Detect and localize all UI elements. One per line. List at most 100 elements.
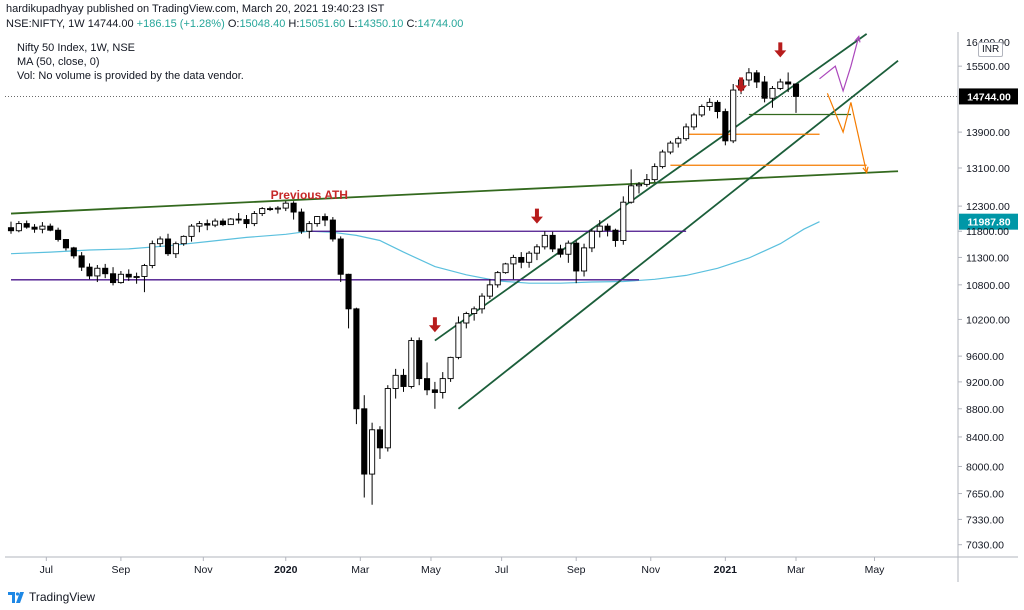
candle bbox=[329, 217, 336, 242]
candle bbox=[486, 279, 493, 300]
candle-body bbox=[23, 223, 30, 228]
candle bbox=[23, 220, 30, 229]
candle-body bbox=[345, 273, 352, 310]
candle-body bbox=[227, 218, 234, 226]
candle bbox=[282, 201, 289, 212]
currency-badge[interactable]: INR bbox=[978, 42, 1004, 57]
candle bbox=[376, 426, 384, 459]
candle-body bbox=[416, 340, 423, 380]
candle-body bbox=[565, 242, 572, 255]
candle bbox=[533, 244, 540, 261]
author-line: hardikupadhyay published on TradingView.… bbox=[6, 3, 385, 15]
red-down-arrow-icon bbox=[774, 42, 787, 58]
x-tick-label: Mar bbox=[351, 564, 370, 576]
candle-body bbox=[486, 284, 493, 297]
red-down-arrow-icon bbox=[428, 317, 441, 333]
y-tick-label: 15500.00 bbox=[966, 61, 1010, 73]
candle bbox=[463, 311, 470, 329]
y-tick-label: 10800.00 bbox=[966, 280, 1010, 292]
candle-body bbox=[172, 243, 179, 255]
candle-body bbox=[102, 267, 109, 275]
x-tick-label: Jul bbox=[40, 564, 53, 576]
y-tick-label: 7650.00 bbox=[966, 489, 1004, 501]
x-tick-label: 2020 bbox=[274, 564, 298, 576]
x-tick-label: Mar bbox=[787, 564, 806, 576]
candle bbox=[235, 213, 242, 224]
ma-label: 11987.80 bbox=[967, 217, 1010, 229]
y-tick-label: 7330.00 bbox=[966, 514, 1004, 526]
candle-body bbox=[353, 308, 360, 410]
candle-body bbox=[86, 266, 93, 277]
candle-body bbox=[70, 247, 77, 257]
candle-body bbox=[706, 101, 713, 107]
y-tick-label: 8400.00 bbox=[966, 432, 1004, 444]
candle bbox=[518, 252, 525, 269]
legend-ma[interactable]: MA (50, close, 0) bbox=[17, 56, 100, 68]
candle bbox=[345, 273, 352, 329]
candle bbox=[86, 263, 93, 280]
x-tick-label: Nov bbox=[194, 564, 213, 576]
candle-body bbox=[651, 166, 658, 181]
candle-body bbox=[290, 202, 297, 213]
candle-body bbox=[62, 239, 69, 249]
candle-body bbox=[620, 201, 627, 241]
candle bbox=[730, 83, 737, 144]
candle-body bbox=[164, 238, 172, 255]
candle-body bbox=[392, 374, 399, 389]
candle-body bbox=[604, 225, 611, 231]
legend-volume: Vol: No volume is provided by the data v… bbox=[17, 70, 244, 82]
candle bbox=[400, 368, 407, 392]
low-label: L: bbox=[348, 18, 358, 30]
candle-body bbox=[376, 429, 384, 449]
candle-body bbox=[235, 218, 242, 221]
candle-body bbox=[690, 114, 697, 128]
candle bbox=[133, 272, 140, 284]
y-tick-label: 10200.00 bbox=[966, 314, 1010, 326]
candle-body bbox=[133, 276, 140, 278]
symbol-label: NSE:NIFTY, 1W bbox=[6, 18, 85, 30]
candle-body bbox=[675, 138, 682, 144]
y-tick-label: 11800.00 bbox=[966, 226, 1009, 238]
candle bbox=[274, 206, 281, 214]
candle-body bbox=[557, 248, 564, 255]
candle-body bbox=[212, 220, 219, 226]
tradingview-logo-icon bbox=[8, 591, 24, 603]
candle-body bbox=[196, 223, 203, 227]
candle-body bbox=[471, 308, 478, 314]
candle bbox=[675, 136, 682, 148]
candle-body bbox=[588, 230, 595, 249]
high-label: H: bbox=[288, 18, 300, 30]
candle bbox=[125, 269, 132, 281]
candle bbox=[604, 223, 611, 237]
candle bbox=[777, 78, 784, 91]
candle bbox=[392, 368, 399, 399]
candle bbox=[424, 362, 431, 396]
candle-body bbox=[141, 265, 148, 277]
candle-body bbox=[785, 81, 792, 85]
chart-frame[interactable]: Previous ATH 15500.00 14744.00 13900.00 1310… bbox=[5, 32, 1018, 582]
candle-body bbox=[15, 223, 22, 232]
candle-body bbox=[157, 238, 164, 245]
candle-body bbox=[667, 142, 674, 153]
x-tick-label: May bbox=[865, 564, 886, 576]
candle bbox=[761, 76, 768, 103]
candle bbox=[471, 306, 478, 321]
candle bbox=[219, 218, 227, 227]
candle-body bbox=[518, 256, 525, 263]
candle-body bbox=[581, 247, 588, 272]
candle bbox=[667, 140, 674, 155]
x-tick-label: 2021 bbox=[714, 564, 738, 576]
candle bbox=[298, 208, 305, 234]
candle bbox=[15, 221, 22, 233]
candle bbox=[369, 422, 376, 505]
footer: TradingView bbox=[8, 588, 95, 606]
candle bbox=[157, 236, 164, 247]
candle-body bbox=[612, 229, 619, 241]
candle bbox=[149, 240, 156, 269]
price-chart[interactable]: Previous ATH 15500.00 14744.00 13900.00 1310… bbox=[5, 32, 1018, 582]
candle bbox=[243, 215, 250, 229]
candle bbox=[62, 238, 69, 251]
candle-body bbox=[439, 378, 446, 393]
candle bbox=[502, 262, 509, 274]
candle-body bbox=[753, 72, 760, 83]
